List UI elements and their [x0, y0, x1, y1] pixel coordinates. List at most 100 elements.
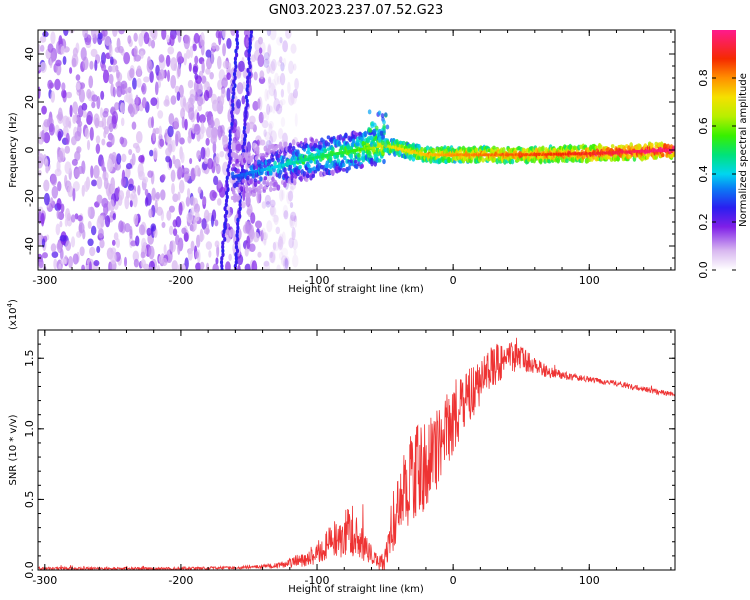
spectrogram-y-tick-label: 20 [23, 95, 36, 109]
streak-cell [244, 109, 248, 116]
noise-cell [50, 90, 56, 103]
noise-cell [127, 86, 132, 94]
noise-cell [180, 107, 186, 120]
signal-cell [231, 163, 236, 168]
noise-cell [189, 157, 193, 165]
noise-cell [132, 77, 137, 90]
signal-cell [379, 130, 384, 136]
noise-cell [187, 79, 194, 89]
snr-x-tick-label: -100 [305, 574, 330, 587]
noise-cell [199, 125, 207, 134]
noise-cell [287, 190, 294, 202]
streak-cell [242, 129, 246, 135]
noise-cell [187, 247, 193, 261]
noise-cell [265, 109, 270, 121]
noise-cell [185, 196, 191, 207]
snr-x-tick-label: -200 [168, 574, 193, 587]
noise-cell [189, 45, 194, 58]
noise-cell [139, 50, 144, 59]
noise-cell [216, 198, 222, 206]
noise-cell [112, 86, 116, 98]
streak-cell [234, 255, 238, 262]
noise-cell [60, 203, 65, 213]
noise-cell [259, 70, 265, 80]
noise-cell [91, 101, 96, 109]
streak-cell [228, 156, 232, 162]
noise-cell [166, 69, 170, 82]
streak-cell [223, 236, 227, 242]
noise-cell [257, 54, 265, 68]
signal-cell [383, 112, 388, 118]
noise-cell [176, 51, 183, 64]
streak-cell [235, 229, 240, 235]
noise-cell [185, 49, 191, 60]
noise-cell [199, 114, 206, 124]
noise-cell [79, 246, 85, 257]
streak-cell [221, 240, 225, 246]
noise-cell [219, 150, 225, 158]
noise-cell [82, 30, 89, 39]
colorbar-ticks: 0.0 0.2 0.4 0.6 0.8 [697, 69, 736, 279]
noise-cell [128, 148, 133, 156]
noise-cell [70, 236, 76, 248]
noise-cell [282, 204, 289, 218]
noise-cell [130, 193, 134, 201]
signal-cell [420, 147, 424, 152]
noise-cell [75, 82, 81, 90]
noise-cell [68, 255, 73, 269]
noise-cell [42, 252, 48, 259]
noise-cell [291, 238, 298, 250]
noise-cell [86, 139, 91, 151]
noise-cell [281, 231, 286, 245]
noise-cell [261, 201, 267, 209]
noise-cell [89, 127, 94, 141]
noise-cell [108, 42, 112, 54]
noise-cell [268, 120, 274, 129]
noise-cell [140, 258, 146, 268]
noise-cell [90, 165, 94, 179]
signal-cell [280, 157, 285, 165]
spectrogram-y-tick-label: -40 [23, 237, 36, 255]
noise-cell [188, 62, 192, 72]
noise-cell [138, 155, 145, 163]
noise-cell [166, 210, 172, 221]
noise-cell [71, 57, 77, 68]
signal-cell [235, 153, 239, 161]
noise-cell [203, 158, 209, 165]
noise-cell [263, 238, 267, 246]
noise-cell [266, 103, 271, 116]
noise-cell [230, 30, 236, 37]
noise-cell [209, 189, 217, 202]
signal-cell [325, 163, 330, 169]
streak-cell [220, 263, 224, 269]
signal-cell [276, 157, 281, 163]
noise-cell [200, 146, 206, 160]
streak-cell [244, 94, 248, 100]
noise-cell [57, 107, 63, 122]
signal-cell [369, 142, 374, 148]
noise-cell [266, 89, 270, 100]
noise-cell [269, 30, 277, 41]
noise-cell [101, 138, 106, 146]
noise-cell [261, 120, 269, 129]
noise-cell [211, 209, 217, 222]
noise-cell [97, 32, 103, 40]
noise-cell [193, 203, 201, 214]
noise-cell [273, 214, 279, 226]
signal-cell [246, 175, 250, 181]
noise-cell [132, 193, 138, 208]
noise-cell [143, 32, 150, 45]
noise-cell [269, 251, 276, 263]
noise-cell [59, 234, 67, 242]
noise-cell [243, 30, 251, 37]
noise-cell [172, 193, 179, 203]
noise-cell [39, 35, 47, 43]
noise-cell [50, 243, 57, 253]
noise-cell [236, 82, 244, 95]
noise-cell [62, 55, 67, 65]
noise-cell [138, 170, 145, 181]
noise-cell [179, 137, 185, 145]
signal-cell [236, 168, 240, 174]
noise-cell [113, 232, 119, 241]
